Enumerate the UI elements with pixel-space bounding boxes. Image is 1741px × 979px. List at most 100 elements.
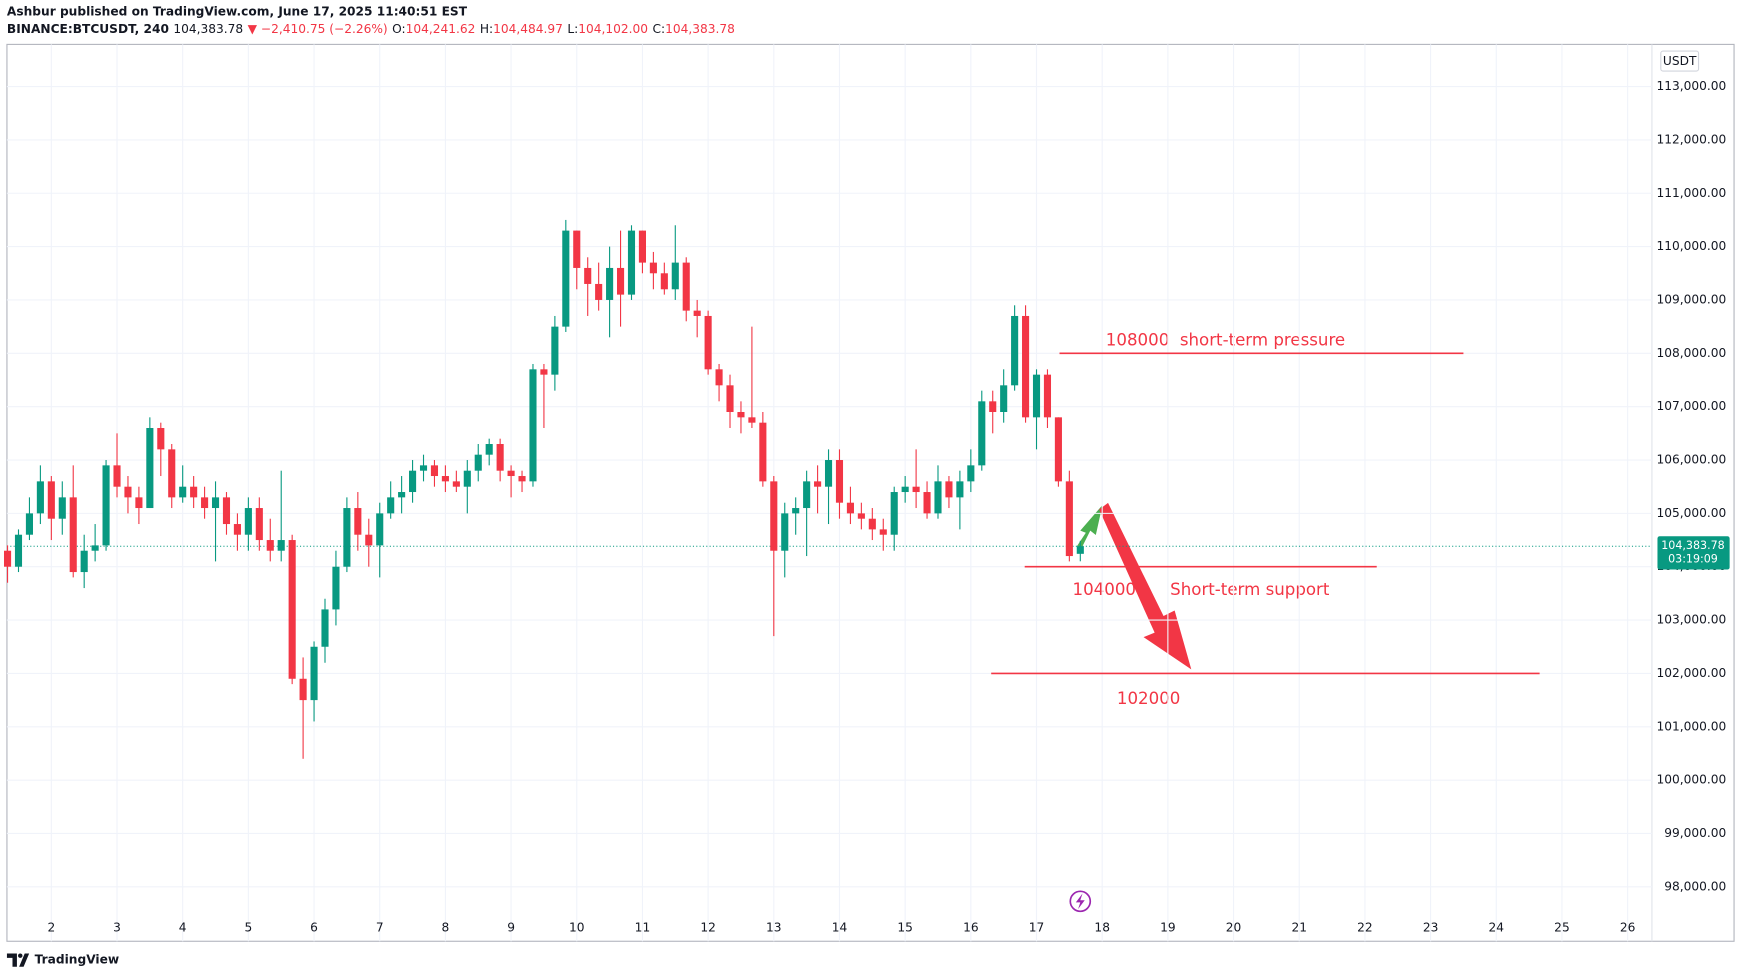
candle-body (835, 460, 844, 503)
candle-body (277, 540, 285, 551)
candle-body (704, 315, 712, 370)
x-tick-label: 13 (766, 920, 782, 934)
candle-body (1054, 417, 1062, 482)
candle-body (310, 646, 318, 701)
grid (6, 44, 1652, 942)
candle-body (1000, 385, 1008, 413)
candle-body (912, 486, 920, 493)
candle-body (69, 497, 77, 573)
candle-body (803, 481, 811, 509)
x-tick-label: 20 (1226, 920, 1242, 934)
candle-body (80, 550, 88, 573)
candle-body (36, 481, 44, 514)
candle-body (595, 283, 603, 300)
ohlc-label: O: (392, 21, 406, 35)
candle-body (244, 508, 252, 535)
y-tick-label: 112,000.00 (1657, 132, 1727, 146)
author-line: Ashbur published on TradingView.com, Jun… (7, 5, 468, 19)
candle-body (25, 513, 33, 535)
ohlc-label: H: (480, 21, 493, 35)
annotation: 104000 (1073, 580, 1136, 599)
ohlc-value: 104,383.78 (665, 21, 735, 35)
candle-body (135, 497, 143, 509)
candle-body (770, 481, 778, 551)
x-tick-label: 4 (179, 920, 187, 934)
candle-body (485, 444, 493, 455)
candle-body (584, 267, 592, 284)
candle-body (496, 444, 504, 471)
candle-body (419, 465, 428, 471)
candle-body (321, 609, 329, 647)
candle-body (518, 476, 526, 482)
candle-body (1043, 374, 1052, 418)
brand: TradingView (35, 953, 119, 967)
plot-frame (6, 43, 1735, 942)
symbol-line: BINANCE:BTCUSDT, 240 104,383.78 ▼ −2,410.7… (7, 21, 735, 35)
countdown: 03:19:09 (1668, 553, 1718, 566)
y-tick-label: 113,000.00 (1657, 79, 1727, 93)
y-tick-label: 105,000.00 (1657, 506, 1727, 520)
symbol: BINANCE:BTCUSDT, 240 (7, 21, 169, 35)
candle-body (365, 534, 373, 546)
y-tick-label: 108,000.00 (1657, 346, 1727, 360)
candle-body (157, 428, 165, 450)
ohlc-label: L: (567, 21, 578, 35)
candle-body (1032, 374, 1041, 418)
candle-body (901, 486, 909, 493)
candle-body (682, 262, 690, 311)
x-tick-label: 17 (1029, 920, 1045, 934)
y-tick-label: 103,000.00 (1657, 613, 1727, 627)
candle-body (737, 412, 745, 418)
ohlc-value: 104,241.62 (406, 21, 476, 35)
price-tag (1657, 536, 1730, 570)
candle-body (792, 508, 800, 514)
candle-body (781, 513, 789, 551)
change: ▼ −2,410.75 (−2.26%) (248, 21, 388, 35)
candle-body (376, 513, 384, 546)
x-tick-label: 11 (635, 920, 651, 934)
candle-body (1022, 315, 1030, 418)
candle-body (288, 540, 296, 679)
candle-body (168, 449, 176, 498)
candle-body (3, 550, 12, 567)
candle-body (409, 470, 417, 493)
candle-body (233, 524, 241, 535)
x-tick-label: 8 (442, 920, 450, 934)
candle-body (562, 230, 570, 327)
candle-body (726, 385, 734, 413)
y-tick-label: 107,000.00 (1657, 399, 1727, 413)
x-tick-label: 25 (1554, 920, 1570, 934)
candle-body (102, 465, 110, 546)
candle-body (606, 267, 614, 300)
candle-body (890, 492, 898, 535)
candle-body (824, 460, 833, 487)
candle-body (354, 508, 362, 535)
candle-body (551, 326, 559, 375)
ohlc-value: 104,102.00 (578, 21, 648, 35)
candle-body (507, 470, 515, 477)
candle-body (967, 465, 975, 482)
candle-body (452, 481, 460, 487)
lightning-icon (1069, 890, 1092, 913)
y-tick-label: 110,000.00 (1657, 239, 1727, 253)
currency-box (1660, 50, 1700, 72)
candle-body (529, 369, 537, 482)
candle-body (1076, 546, 1084, 554)
candle-body (638, 230, 646, 263)
y-tick-label: 99,000.00 (1664, 826, 1726, 840)
candle-body (857, 513, 865, 519)
candle-body (879, 529, 887, 535)
annotation: 108000 short-term pressure (1106, 330, 1345, 349)
candle-body (474, 454, 482, 471)
candle-body (91, 545, 99, 551)
price-tag-label: 104,383.78 (1661, 539, 1724, 552)
candle-body (463, 470, 471, 487)
candle-body (201, 497, 209, 509)
candle-body (222, 497, 231, 525)
candle-body (441, 476, 449, 482)
x-tick-label: 9 (507, 920, 515, 934)
candle-body (255, 508, 263, 541)
candle-body (617, 267, 625, 295)
candle-body (693, 310, 701, 316)
